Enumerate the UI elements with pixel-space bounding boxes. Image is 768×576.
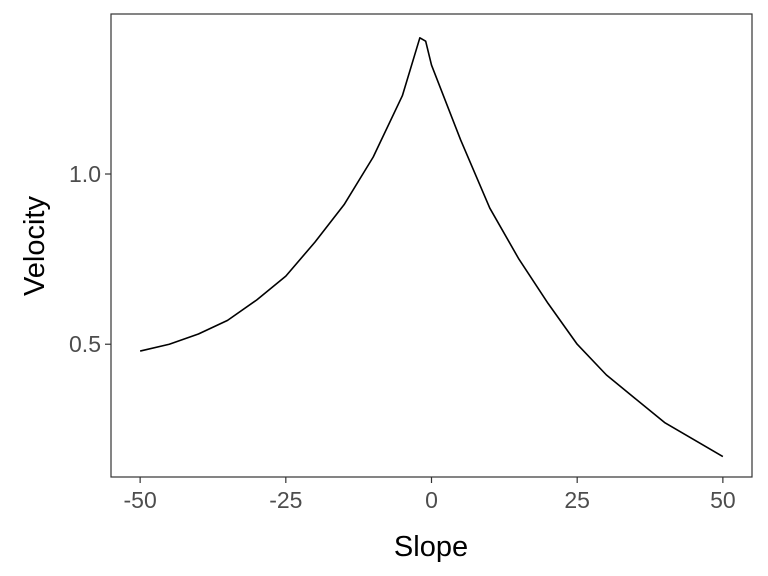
- y-axis-title: Velocity: [19, 196, 51, 296]
- x-tick-label: -50: [124, 487, 157, 513]
- x-tick-label: 25: [564, 487, 590, 513]
- y-tick-label: 0.5: [69, 331, 101, 357]
- plot-area: [139, 37, 724, 458]
- y-tick-label: 1.0: [69, 161, 101, 187]
- x-tick-label: -25: [269, 487, 302, 513]
- x-tick-label: 0: [425, 487, 438, 513]
- series-line-0: [139, 37, 724, 458]
- x-tick-label: 50: [710, 487, 736, 513]
- x-axis-title: Slope: [394, 531, 468, 563]
- axes: -50 -25 0 25 50 0.5 1.0: [69, 13, 753, 513]
